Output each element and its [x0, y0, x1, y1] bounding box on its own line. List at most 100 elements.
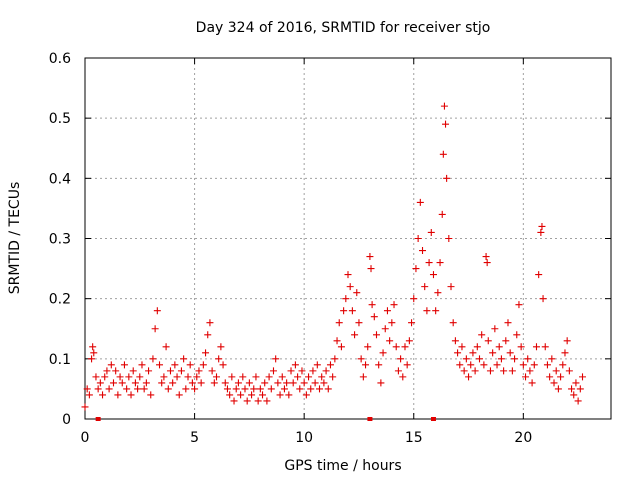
y-tick-label: 0.4: [49, 171, 71, 187]
data-point: [164, 385, 172, 393]
data-point: [274, 379, 282, 387]
data-point: [467, 361, 475, 369]
data-point: [199, 361, 207, 369]
data-point: [276, 391, 284, 399]
data-point: [357, 355, 365, 363]
data-point: [439, 150, 447, 158]
data-point: [265, 373, 273, 381]
data-point: [147, 391, 155, 399]
data-point: [528, 379, 536, 387]
data-point: [120, 361, 128, 369]
data-point: [469, 349, 477, 357]
data-point: [419, 247, 427, 255]
data-point: [175, 391, 183, 399]
data-point: [377, 379, 385, 387]
data-point: [177, 367, 185, 375]
data-point: [248, 391, 256, 399]
data-point: [127, 391, 135, 399]
data-point: [552, 367, 560, 375]
data-point: [291, 361, 299, 369]
data-point: [493, 361, 501, 369]
data-point: [445, 235, 453, 242]
data-point: [280, 385, 288, 393]
data-point: [351, 331, 359, 339]
data-point: [241, 385, 249, 393]
data-point: [410, 295, 418, 303]
data-point: [254, 397, 262, 405]
data-point: [388, 319, 396, 327]
data-point: [497, 355, 505, 363]
data-point: [434, 289, 442, 297]
data-point: [442, 120, 450, 128]
data-point: [335, 319, 343, 327]
data-point: [83, 385, 91, 393]
data-point: [210, 379, 218, 387]
y-tick-label: 0.2: [49, 292, 71, 308]
data-point: [81, 403, 89, 411]
data-point: [261, 379, 269, 387]
data-point: [532, 343, 540, 351]
data-point: [169, 379, 177, 387]
data-point: [166, 367, 174, 375]
data-point: [318, 373, 326, 381]
data-point: [305, 373, 313, 381]
data-point: [550, 379, 558, 387]
data-point: [537, 228, 545, 236]
data-point: [195, 367, 203, 375]
data-point: [105, 385, 113, 393]
chart-title: Day 324 of 2016, SRMTID for receiver stj…: [196, 20, 491, 36]
data-point: [386, 337, 394, 345]
data-point: [202, 349, 210, 357]
x-axis-title: GPS time / hours: [284, 458, 401, 474]
data-point: [500, 367, 508, 375]
data-point: [116, 373, 124, 381]
data-point: [259, 391, 267, 399]
y-tick-label: 0.6: [49, 51, 71, 67]
data-point: [561, 349, 569, 357]
data-point: [443, 174, 451, 182]
data-point: [239, 373, 247, 381]
data-point: [289, 379, 297, 387]
data-point: [245, 379, 253, 387]
data-point: [237, 391, 245, 399]
data-point: [278, 373, 286, 381]
data-point: [300, 379, 308, 387]
data-point: [134, 385, 142, 393]
data-point: [554, 385, 562, 393]
data-point: [359, 373, 367, 381]
data-point: [425, 259, 433, 267]
data-point: [269, 367, 277, 375]
data-point: [263, 397, 271, 405]
data-point: [114, 391, 122, 399]
data-point: [462, 355, 470, 363]
data-point: [191, 385, 199, 393]
data-point: [579, 373, 587, 381]
data-point: [427, 228, 435, 236]
data-point: [322, 367, 330, 375]
data-point: [362, 361, 370, 369]
data-point: [107, 361, 115, 369]
data-point: [232, 385, 240, 393]
data-point: [367, 265, 375, 273]
data-point: [478, 331, 486, 339]
data-point: [123, 385, 131, 393]
y-tick-label: 0.1: [49, 352, 71, 368]
data-point: [375, 361, 383, 369]
data-point: [171, 361, 179, 369]
data-point: [215, 355, 223, 363]
data-point: [502, 337, 510, 345]
data-point: [329, 373, 337, 381]
data-point: [142, 379, 150, 387]
data-point: [484, 337, 492, 345]
data-point: [473, 343, 481, 351]
data-point: [538, 222, 546, 230]
data-point: [399, 373, 407, 381]
data-point: [570, 391, 578, 399]
data-point: [438, 210, 446, 218]
data-point: [234, 379, 242, 387]
data-point: [482, 253, 490, 261]
data-point: [449, 319, 457, 327]
data-point: [221, 379, 229, 387]
data-point: [193, 373, 201, 381]
